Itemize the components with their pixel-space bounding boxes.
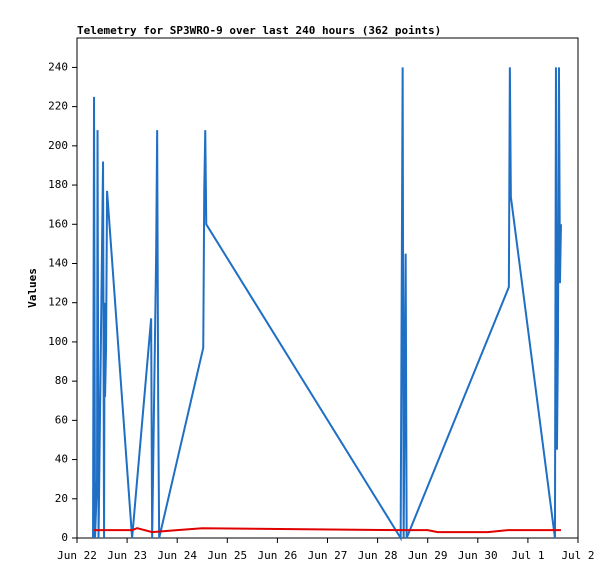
y-tick-label: 40 bbox=[55, 453, 68, 466]
y-tick-label: 180 bbox=[48, 178, 68, 191]
x-tick-label: Jun 30 bbox=[458, 549, 498, 562]
y-tick-label: 60 bbox=[55, 413, 68, 426]
x-tick-label: Jun 27 bbox=[308, 549, 348, 562]
x-tick-label: Jun 24 bbox=[157, 549, 197, 562]
y-tick-label: 160 bbox=[48, 217, 68, 230]
y-tick-label: 20 bbox=[55, 492, 68, 505]
series-line bbox=[94, 527, 561, 534]
y-tick-label: 240 bbox=[48, 60, 68, 73]
x-tick-label: Jun 28 bbox=[358, 549, 398, 562]
series-line bbox=[92, 67, 562, 542]
x-tick-label: Jul 2 bbox=[561, 549, 594, 562]
x-tick-label: Jun 26 bbox=[258, 549, 298, 562]
x-tick-label: Jun 25 bbox=[207, 549, 247, 562]
y-tick-label: 100 bbox=[48, 335, 68, 348]
y-tick-label: 140 bbox=[48, 256, 68, 269]
y-axis-label: Values bbox=[26, 268, 39, 308]
x-tick-label: Jun 29 bbox=[408, 549, 448, 562]
x-tick-label: Jun 22 bbox=[57, 549, 97, 562]
y-tick-label: 200 bbox=[48, 139, 68, 152]
y-tick-label: 80 bbox=[55, 374, 68, 387]
y-tick-label: 0 bbox=[61, 531, 68, 544]
y-tick-label: 120 bbox=[48, 296, 68, 309]
y-tick-label: 220 bbox=[48, 100, 68, 113]
chart-title: Telemetry for SP3WRO-9 over last 240 hou… bbox=[77, 24, 441, 37]
x-tick-label: Jul 1 bbox=[511, 549, 544, 562]
x-tick-label: Jun 23 bbox=[107, 549, 147, 562]
